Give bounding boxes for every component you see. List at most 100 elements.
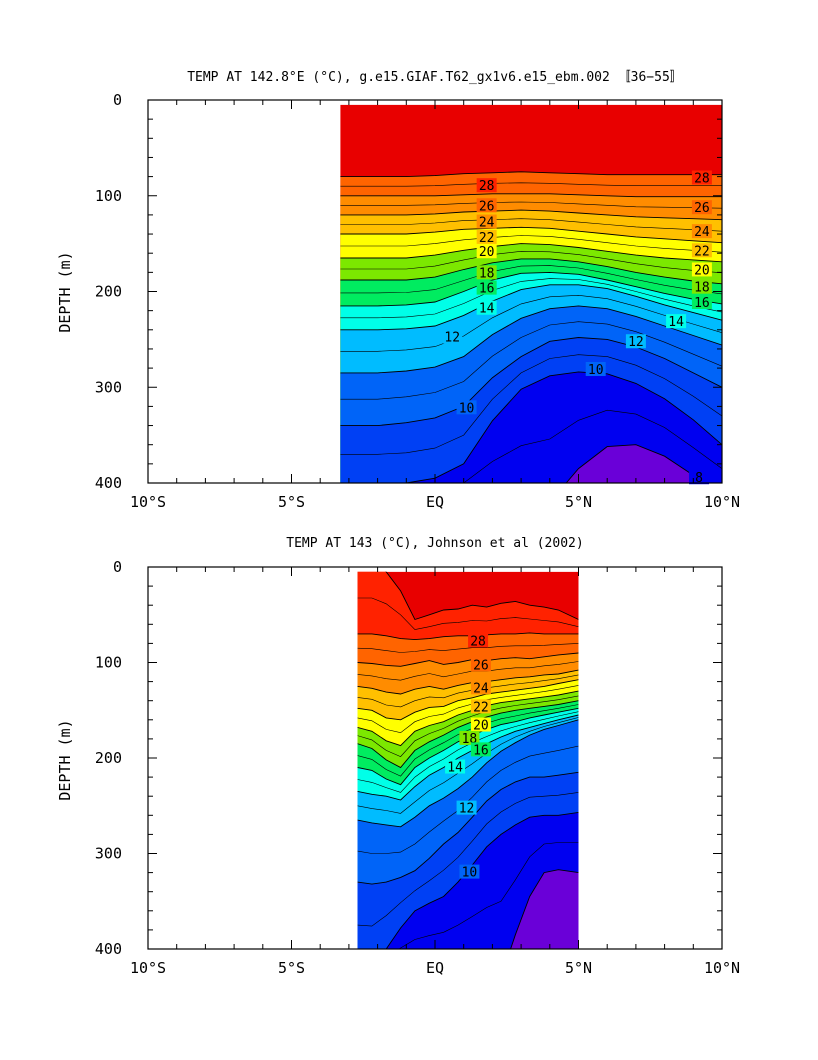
top-contour-label-bg	[476, 265, 497, 280]
top-contour-label-bg	[456, 400, 477, 415]
bottom-isotherm-mid-25	[357, 661, 579, 681]
top-x-tick-label: 10°S	[130, 493, 166, 511]
bottom-contour-label-bg	[459, 730, 480, 745]
bottom-contour-label: 10	[462, 866, 478, 881]
top-axes: 10°S 5°S EQ 5°N 10°N 0 100 200 300 400	[95, 91, 740, 511]
bottom-contour-fills	[357, 571, 579, 950]
top-contour-label-bg	[476, 198, 497, 213]
top-isotherm-18	[340, 258, 722, 285]
top-contour-label: 26	[479, 199, 495, 214]
bottom-x-tick-label: 5°S	[278, 959, 305, 977]
top-x-tick-label: 5°S	[278, 493, 305, 511]
bottom-isotherm-8	[510, 869, 579, 950]
bottom-isotherm-mid-8	[398, 842, 579, 950]
bottom-isotherm-mid-9	[357, 792, 579, 927]
top-contour-label-bg	[689, 470, 710, 485]
top-isotherm-mid-17	[340, 265, 722, 295]
bottom-x-tick-label: 5°N	[565, 959, 592, 977]
top-isotherm-mid-9	[340, 354, 722, 455]
top-contour-label-bg	[625, 334, 646, 349]
bottom-contour-label-bg	[470, 742, 491, 757]
bottom-contour-label-bg	[459, 864, 480, 879]
top-contour-label-bg	[476, 229, 497, 244]
bottom-x-tick-label: 10°N	[704, 959, 740, 977]
bottom-contour-label: 20	[473, 719, 489, 734]
bottom-y-tick-label: 200	[95, 749, 122, 767]
top-contour-label: 18	[479, 266, 495, 281]
top-isotherm-mid-27	[340, 182, 722, 187]
bottom-isotherm-mid-28	[357, 597, 579, 630]
bottom-y-tick-label: 400	[95, 940, 122, 958]
top-contour-label-bg	[691, 262, 712, 277]
top-y-tick-label: 300	[95, 378, 122, 396]
bottom-axes: 10°S 5°S EQ 5°N 10°N 0 100 200 300 400	[95, 558, 740, 977]
bottom-contour-label: 16	[473, 743, 489, 758]
bottom-isotherm-20	[357, 690, 579, 747]
top-contour-label: 10	[459, 401, 475, 416]
bottom-x-tick-label: 10°S	[130, 959, 166, 977]
top-contour-label-bg	[476, 178, 497, 193]
bottom-x-tick-label: EQ	[426, 959, 444, 977]
top-contour-label: 14	[479, 302, 495, 317]
top-isotherm-mid-21	[340, 235, 722, 253]
top-contour-label-bg	[691, 200, 712, 215]
top-contour-label: 18	[694, 281, 710, 296]
top-y-tick-label: 0	[113, 91, 122, 109]
bottom-y-tick-label: 0	[113, 558, 122, 576]
top-isotherm-mid-25	[340, 201, 722, 209]
top-isotherm-14	[340, 284, 722, 331]
top-isotherm-mid-13	[340, 294, 722, 352]
bottom-contour-label-bg	[470, 680, 491, 695]
top-isotherm-mid-8	[462, 409, 722, 483]
top-contour-label: 22	[479, 231, 495, 246]
bottom-contour-label: 28	[470, 634, 486, 649]
bottom-isotherm-mid-19	[357, 695, 579, 757]
bottom-isotherm-29	[385, 571, 579, 621]
top-isotherm-12	[340, 305, 722, 374]
top-panel-ylabel: DEPTH (m)	[56, 251, 74, 332]
bottom-panel-title: TEMP AT 143 (°C), Johnson et al (2002)	[286, 536, 583, 551]
bottom-isotherm-18	[357, 700, 579, 769]
bottom-contour-label: 14	[447, 761, 463, 776]
top-isotherm-mid-19	[340, 250, 722, 274]
top-isotherm-28	[340, 171, 722, 178]
top-panel-title: TEMP AT 142.8°E (°C), g.e15.GIAF.T62_gx1…	[187, 70, 683, 85]
bottom-contour-label: 24	[473, 681, 489, 696]
bottom-panel: TEMP AT 143 (°C), Johnson et al (2002) D…	[56, 536, 740, 977]
top-contour-label-bg	[691, 279, 712, 294]
top-contour-label: 8	[695, 471, 703, 486]
bottom-isotherm-12	[357, 719, 579, 828]
top-contour-label-bg	[691, 243, 712, 258]
top-y-tick-label: 400	[95, 474, 122, 492]
top-contour-label: 16	[479, 282, 495, 297]
top-y-tick-label: 200	[95, 283, 122, 301]
bottom-contour-label-bg	[468, 633, 489, 648]
bottom-isotherm-mid-27	[357, 643, 579, 653]
top-x-tick-label: 5°N	[565, 493, 592, 511]
top-contour-label: 12	[628, 335, 644, 350]
top-contour-label: 20	[479, 245, 495, 260]
bottom-isotherm-26	[357, 652, 579, 667]
top-x-tick-label: 10°N	[704, 493, 740, 511]
top-isotherm-10	[340, 337, 722, 427]
top-band-below-8	[566, 444, 707, 483]
bottom-contour-label-bg	[470, 699, 491, 714]
top-contour-label: 14	[668, 315, 684, 330]
bottom-isotherm-mid-15	[357, 711, 579, 793]
top-contour-label-bg	[476, 244, 497, 259]
top-contour-label: 24	[479, 216, 495, 231]
bottom-contour-label: 22	[473, 700, 489, 715]
top-isotherm-mid-15	[340, 278, 722, 319]
top-isotherm-mid-23	[340, 218, 722, 232]
top-contour-label: 28	[694, 172, 710, 187]
bottom-contour-label-bg	[445, 759, 466, 774]
top-contour-fills	[340, 104, 722, 483]
top-isotherm-8	[565, 444, 707, 483]
top-isotherm-22	[340, 226, 722, 244]
bottom-panel-ylabel: DEPTH (m)	[56, 719, 74, 800]
bottom-contour-label-bg	[470, 657, 491, 672]
top-contour-label: 20	[694, 263, 710, 278]
